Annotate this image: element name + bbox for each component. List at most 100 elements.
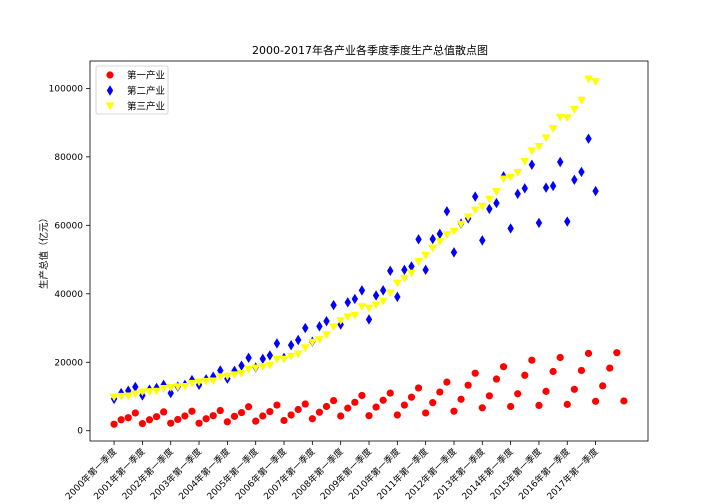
data-point: [215, 373, 225, 382]
data-point: [357, 303, 367, 312]
data-point: [421, 251, 431, 260]
data-point: [216, 406, 224, 415]
data-point: [266, 350, 274, 361]
data-point: [336, 317, 346, 326]
data-point: [499, 175, 508, 184]
data-point: [450, 407, 458, 415]
data-point: [520, 158, 530, 166]
data-point: [329, 397, 338, 405]
data-point: [492, 188, 501, 196]
data-point: [535, 401, 543, 409]
legend-box: [95, 65, 169, 115]
data-point: [237, 369, 246, 378]
data-point: [507, 223, 514, 234]
data-point: [201, 377, 211, 386]
legend-marker: [106, 85, 114, 96]
data-point: [202, 415, 210, 423]
data-point: [330, 299, 337, 311]
data-point: [562, 114, 572, 123]
data-point: [315, 408, 324, 416]
data-point: [145, 416, 154, 424]
data-point: [534, 142, 544, 151]
y-tick-label: 100000: [49, 84, 84, 94]
data-point: [302, 322, 309, 334]
data-point: [152, 387, 161, 396]
data-point: [364, 304, 374, 313]
data-point: [449, 227, 459, 236]
data-point: [521, 371, 529, 379]
data-point: [528, 159, 536, 170]
data-points: [109, 75, 628, 428]
y-axis: 0 20000 40000 60000 80000 100000: [49, 84, 90, 437]
chart-title: 2000-2017年各产业各季度季度生产总值散点图: [252, 43, 488, 57]
data-point: [493, 197, 500, 209]
data-point: [365, 314, 373, 325]
data-point: [365, 412, 373, 420]
x-tick-label: 2010年第一季度: [346, 446, 403, 503]
x-tick-label: 2000年第一季度: [63, 446, 120, 503]
data-point: [387, 265, 394, 277]
data-point: [578, 166, 585, 178]
data-point: [477, 202, 487, 211]
data-point: [244, 365, 254, 374]
data-point: [131, 409, 139, 417]
data-point: [436, 228, 444, 240]
data-point: [181, 412, 189, 420]
data-point: [570, 385, 578, 393]
data-point: [167, 387, 174, 399]
data-point: [286, 352, 296, 361]
y-tick-label: 60000: [54, 221, 83, 231]
data-point: [486, 203, 493, 215]
data-point: [180, 382, 190, 391]
legend-marker: [106, 71, 114, 79]
data-point: [124, 414, 132, 422]
data-point: [259, 353, 266, 365]
data-point: [266, 407, 274, 416]
data-point: [230, 371, 239, 380]
data-point: [300, 344, 310, 353]
data-point: [484, 195, 494, 204]
data-point: [351, 293, 359, 305]
data-point: [116, 392, 126, 401]
data-point: [414, 258, 423, 266]
data-point: [443, 206, 451, 217]
data-point: [428, 244, 438, 253]
x-tick-label: 2016年第一季度: [516, 446, 573, 503]
data-point: [223, 418, 231, 426]
data-point: [429, 233, 436, 245]
data-point: [350, 311, 360, 320]
data-point: [188, 407, 196, 415]
y-axis-label: 生产总值（亿元）: [38, 213, 50, 289]
x-tick-label: 2017年第一季度: [544, 446, 601, 503]
data-point: [279, 355, 289, 364]
data-point: [287, 411, 295, 419]
data-point: [237, 408, 246, 417]
data-point: [471, 369, 479, 377]
data-point: [400, 274, 409, 283]
data-point: [287, 339, 295, 351]
data-point: [217, 365, 224, 376]
data-point: [316, 321, 323, 332]
x-tick-label: 2013年第一季度: [431, 446, 488, 503]
data-point: [584, 349, 593, 357]
x-tick-label: 2005年第一季度: [204, 446, 261, 503]
data-point: [167, 419, 175, 427]
data-point: [514, 188, 521, 200]
data-point: [130, 390, 140, 399]
data-point: [358, 285, 366, 296]
data-point: [535, 217, 543, 229]
data-point: [245, 403, 253, 411]
legend-label: 第一产业: [127, 70, 165, 82]
data-point: [322, 402, 331, 411]
data-point: [571, 174, 578, 185]
data-point: [541, 134, 551, 143]
data-point: [414, 384, 423, 392]
data-point: [385, 289, 395, 298]
data-point: [407, 393, 416, 401]
data-point: [372, 290, 380, 301]
data-point: [258, 363, 268, 371]
plot-area: [89, 60, 649, 442]
data-point: [407, 269, 416, 278]
data-point: [394, 291, 401, 303]
